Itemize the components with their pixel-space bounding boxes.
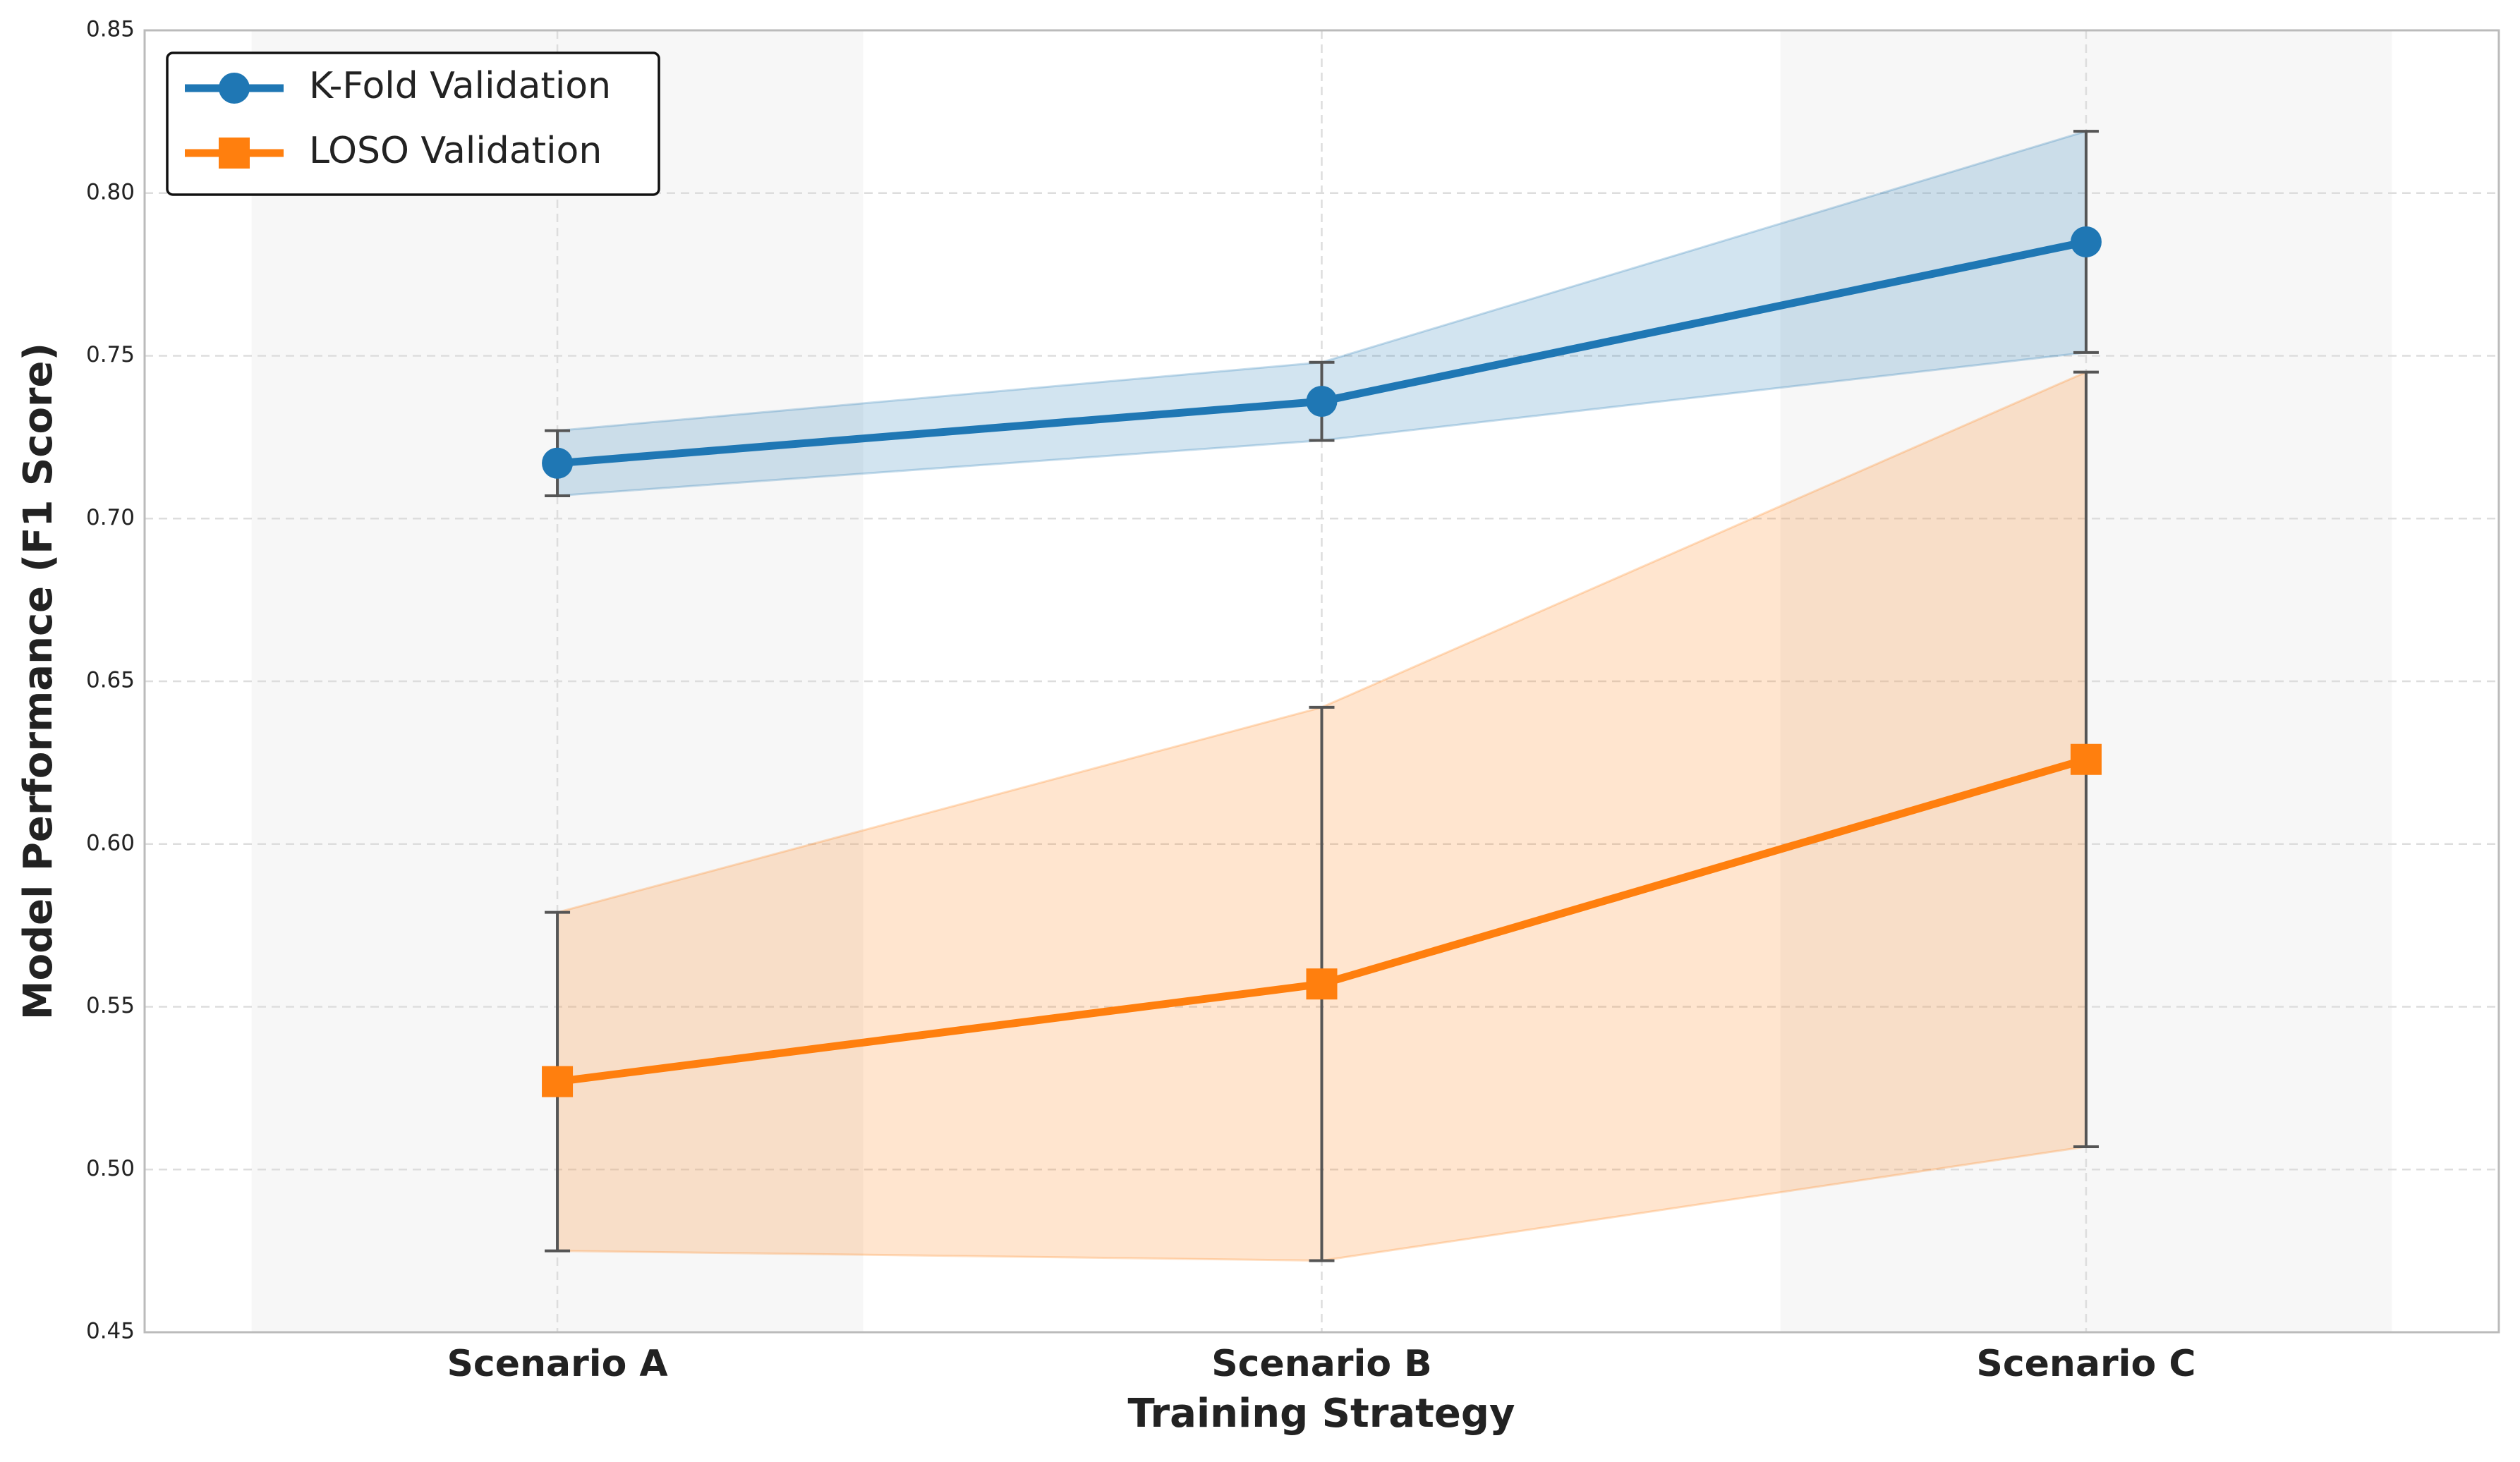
legend-label: LOSO Validation <box>309 130 602 172</box>
y-tick-label: 0.70 <box>86 505 135 530</box>
marker <box>1306 968 1338 1000</box>
marker <box>1306 386 1338 418</box>
marker <box>2070 226 2102 257</box>
x-tick-label: Scenario C <box>1976 1343 2195 1385</box>
y-axis-label: Model Performance (F1 Score) <box>16 343 61 1020</box>
legend: K-Fold Validation LOSO Validation <box>166 51 660 196</box>
legend-frame <box>166 51 660 196</box>
y-tick-label: 0.45 <box>86 1319 135 1344</box>
marker <box>542 1066 574 1097</box>
x-tick-label: Scenario B <box>1211 1343 1432 1385</box>
marker <box>219 73 250 104</box>
y-tick-label: 0.80 <box>86 179 135 205</box>
y-tick-label: 0.60 <box>86 830 135 855</box>
y-tick-label: 0.65 <box>86 668 135 693</box>
marker <box>542 447 574 479</box>
y-tick-label: 0.85 <box>86 17 135 42</box>
marker <box>219 138 250 169</box>
y-tick-label: 0.50 <box>86 1156 135 1181</box>
marker <box>2070 743 2102 775</box>
x-axis-label: Training Strategy <box>1127 1391 1515 1437</box>
plot-frame <box>143 29 2500 1334</box>
legend-label: K-Fold Validation <box>309 65 611 107</box>
x-tick-label: Scenario A <box>447 1343 667 1385</box>
y-tick-label: 0.55 <box>86 993 135 1018</box>
y-tick-label: 0.75 <box>86 342 135 367</box>
